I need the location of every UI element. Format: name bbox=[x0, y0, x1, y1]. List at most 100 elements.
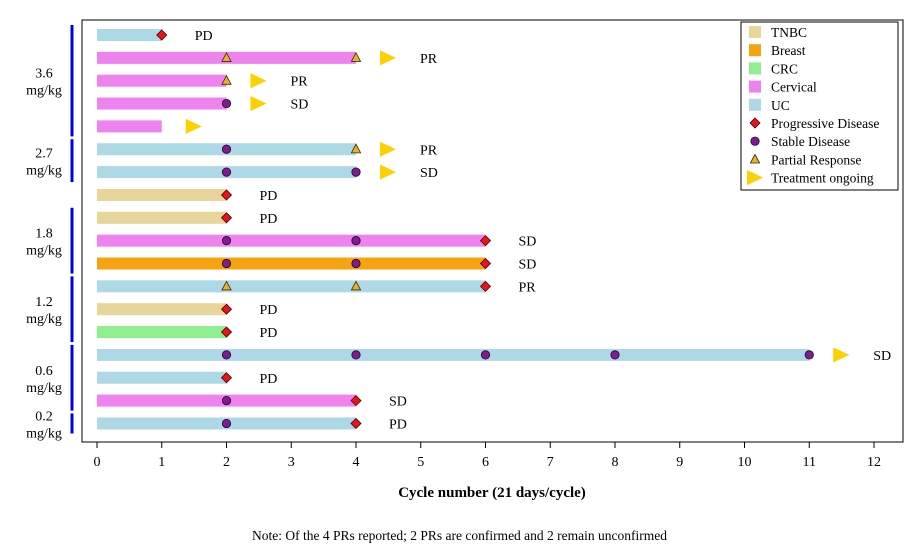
patient-bar bbox=[97, 74, 227, 87]
dose-groups: 3.6 mg/kg 2.7 mg/kg 1.8 mg/kg 1.2 mg/kg 0.6 mg/kg… bbox=[26, 25, 74, 441]
response-label: PD bbox=[260, 189, 278, 204]
legend-swatch-crc bbox=[749, 62, 761, 75]
legend-pd-icon bbox=[749, 117, 761, 129]
plot-area bbox=[81, 19, 904, 443]
response-label: PD bbox=[260, 303, 278, 318]
patient-bar bbox=[97, 234, 486, 247]
treatment-ongoing-arrow bbox=[250, 96, 267, 112]
legend-label: Progressive Disease bbox=[771, 116, 879, 131]
legend-sd-icon bbox=[750, 136, 760, 146]
stable-disease-marker bbox=[221, 167, 232, 177]
stable-disease-marker bbox=[221, 258, 232, 269]
legend-label: Partial Response bbox=[771, 152, 861, 167]
dose-group-value: 1.8 bbox=[35, 227, 53, 242]
patient-bar bbox=[97, 188, 227, 201]
partial-response-marker bbox=[221, 52, 232, 62]
response-label: PD bbox=[260, 212, 278, 227]
treatment-ongoing-arrow bbox=[380, 141, 396, 157]
legend-label: Breast bbox=[771, 43, 806, 58]
stable-disease-marker bbox=[351, 167, 361, 177]
response-label: PD bbox=[195, 29, 213, 44]
x-tick-label: 5 bbox=[417, 455, 424, 470]
x-tick-label: 10 bbox=[738, 455, 752, 470]
legend-pr-icon bbox=[749, 153, 761, 164]
x-tick-label: 4 bbox=[353, 455, 360, 470]
x-tick-label: 7 bbox=[547, 455, 554, 470]
progressive-disease-marker bbox=[479, 235, 492, 247]
progressive-disease-marker bbox=[220, 372, 233, 384]
patient-bar bbox=[97, 348, 810, 361]
response-label: PR bbox=[420, 143, 438, 158]
stable-disease-marker bbox=[221, 350, 232, 360]
response-label: SD bbox=[519, 235, 537, 250]
response-markers bbox=[156, 29, 850, 430]
legend-label: CRC bbox=[771, 61, 798, 76]
x-tick-label: 9 bbox=[676, 455, 683, 470]
legend-box bbox=[740, 21, 899, 191]
response-label: PR bbox=[291, 75, 309, 90]
stable-disease-marker bbox=[221, 98, 232, 109]
dose-group-unit: mg/kg bbox=[26, 84, 62, 99]
x-tick-label: 3 bbox=[288, 455, 295, 470]
response-label: PD bbox=[260, 326, 278, 341]
response-label: SD bbox=[420, 166, 438, 181]
dose-group-value: 0.2 bbox=[35, 409, 53, 424]
stable-disease-marker bbox=[610, 350, 620, 360]
stable-disease-marker bbox=[804, 350, 814, 360]
progressive-disease-marker bbox=[479, 257, 492, 270]
x-axis: 0 1 2 3 4 5 6 7 8 9 10 11 12 bbox=[94, 442, 881, 470]
partial-response-marker bbox=[350, 280, 362, 291]
legend: TNBC Breast CRC Cervical UC Progressive Disea… bbox=[740, 21, 899, 191]
progressive-disease-marker bbox=[220, 326, 233, 338]
dose-group-unit: mg/kg bbox=[26, 381, 62, 396]
legend-label: TNBC bbox=[771, 25, 807, 40]
response-label: PR bbox=[519, 280, 537, 295]
stable-disease-marker bbox=[480, 350, 491, 360]
patient-bar bbox=[97, 211, 227, 224]
legend-label: Stable Disease bbox=[771, 134, 850, 149]
treatment-ongoing-arrow bbox=[380, 50, 396, 66]
x-tick-label: 1 bbox=[158, 455, 165, 470]
legend-swatch-breast bbox=[749, 44, 761, 57]
patient-bar bbox=[97, 257, 486, 270]
legend-swatch-tnbc bbox=[749, 26, 761, 38]
dose-group-value: 1.2 bbox=[35, 295, 53, 310]
progressive-disease-marker bbox=[479, 280, 492, 292]
response-label: SD bbox=[389, 395, 407, 410]
x-tick-label: 0 bbox=[94, 455, 101, 470]
progressive-disease-marker bbox=[220, 189, 233, 201]
treatment-ongoing-arrow bbox=[833, 347, 850, 363]
progressive-disease-marker bbox=[220, 303, 233, 315]
dose-group-value: 2.7 bbox=[35, 147, 53, 162]
patient-bar bbox=[97, 280, 486, 293]
patient-bar bbox=[97, 303, 227, 316]
footnote: Note: Of the 4 PRs reported; 2 PRs are c… bbox=[251, 528, 668, 543]
patient-bar bbox=[97, 326, 227, 339]
patient-bar bbox=[97, 120, 162, 133]
progressive-disease-marker bbox=[156, 29, 168, 41]
dose-group-value: 3.6 bbox=[35, 67, 53, 82]
treatment-ongoing-arrow bbox=[185, 118, 202, 134]
legend-ongoing-icon bbox=[747, 170, 763, 186]
stable-disease-marker bbox=[221, 144, 232, 154]
partial-response-marker bbox=[350, 52, 362, 62]
stable-disease-marker bbox=[351, 258, 361, 269]
response-labels: PD PR PR SD PR SD PD PD SD SD PR PD PD SD PD SD PD bbox=[195, 29, 891, 432]
progressive-disease-marker bbox=[350, 417, 362, 430]
swimmer-plot: 3.6 mg/kg 2.7 mg/kg 1.8 mg/kg 1.2 mg/kg 0.6 mg/kg… bbox=[26, 19, 904, 501]
dose-group-value: 0.6 bbox=[35, 364, 53, 379]
response-label: SD bbox=[519, 258, 537, 273]
legend-swatch-uc bbox=[749, 98, 761, 111]
x-tick-label: 12 bbox=[867, 455, 881, 470]
response-label: SD bbox=[291, 98, 309, 113]
x-tick-label: 11 bbox=[803, 455, 816, 470]
x-axis-title: Cycle number (21 days/cycle) bbox=[398, 485, 586, 501]
stable-disease-marker bbox=[221, 395, 232, 406]
response-label: PR bbox=[420, 52, 438, 67]
partial-response-marker bbox=[350, 143, 362, 154]
partial-response-marker bbox=[221, 74, 232, 85]
legend-label: UC bbox=[771, 98, 790, 113]
partial-response-marker bbox=[221, 280, 232, 291]
dose-group-unit: mg/kg bbox=[26, 164, 62, 179]
dose-group-unit: mg/kg bbox=[26, 312, 62, 327]
